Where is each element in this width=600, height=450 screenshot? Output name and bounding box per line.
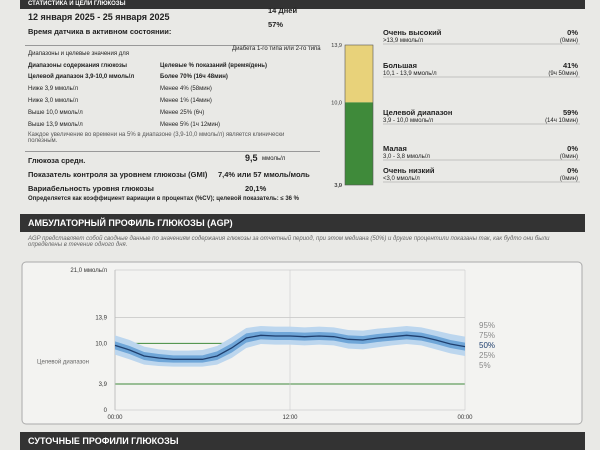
sensor-value: 57% (268, 20, 284, 29)
tir-threshold: 13,9 (331, 43, 342, 49)
table-cell: Менее 25% (6ч) (160, 110, 205, 116)
y-tick-label: 3,9 (99, 382, 108, 388)
tir-threshold: 3,0 (334, 183, 342, 189)
tir-name: Очень высокий (383, 28, 442, 37)
table-cell: Ниже 3,0 ммоль/л (28, 98, 78, 104)
table-cell: Выше 13,9 ммоль/л (28, 122, 83, 128)
y-tick-label: 13,9 (95, 315, 107, 321)
cv-note: Определяется как коэффициент вариации в … (28, 196, 300, 202)
tir-outline (344, 44, 374, 186)
column-header: Целевые % показаний (время/день) (160, 63, 267, 69)
section-title: СУТОЧНЫЕ ПРОФИЛИ ГЛЮКОЗЫ (28, 436, 179, 446)
x-tick-label: 12:00 (282, 415, 298, 421)
tir-threshold: 10,0 (331, 100, 342, 106)
percentile-label: 75% (479, 331, 495, 340)
percentile-label: 5% (479, 361, 491, 370)
table-cell: Менее 4% (58мин) (160, 86, 212, 92)
median-line (114, 334, 466, 360)
section-title: СТАТИСТИКА И ЦЕЛИ ГЛЮКОЗЫ (28, 1, 126, 7)
period: 12 января 2025 - 25 января 2025 (28, 12, 170, 22)
y-tick-label: 10,0 (95, 341, 107, 347)
target-label: Целевой диапазон (37, 358, 89, 365)
percentile-label: 95% (479, 321, 495, 330)
tir-range: 3,0 - 3,8 ммоль/л (383, 154, 430, 160)
tir-name: Целевой диапазон (383, 108, 453, 117)
sensor-label: Время датчика в активном состоянии: (28, 27, 172, 36)
band-25-75 (115, 331, 465, 363)
tir-duration: (0мин) (559, 154, 578, 160)
gmi-label: Показатель контроля за уровнем глюкозы (… (28, 170, 208, 179)
section-bar: СУТОЧНЫЕ ПРОФИЛИ ГЛЮКОЗЫ (20, 432, 585, 450)
tir-duration: (0мин) (559, 38, 578, 44)
table-cell: Целевой диапазон 3,9-10,0 ммоль/л (28, 74, 135, 80)
gmi-value: 7,4% или 57 ммоль/моль (218, 170, 310, 179)
cv-label: Вариабельность уровня глюкозы (28, 184, 154, 193)
tir-percent: 41% (562, 61, 578, 70)
x-tick-label: 00:00 (107, 415, 123, 421)
tir-duration: (14ч 10мин) (545, 118, 578, 124)
table-cell: Более 70% (16ч 48мин) (160, 74, 228, 80)
divider (25, 45, 320, 46)
table-cell: Менее 5% (1ч 12мин) (160, 122, 220, 128)
x-tick-label: 00:00 (457, 415, 473, 421)
targets-note: Каждое увеличение во времени на 5% в диа… (28, 132, 285, 144)
targets-caption-right: Диабета 1-го типа или 2-го типа (232, 46, 321, 52)
tir-percent: 0% (567, 28, 578, 37)
tir-range: >13,9 ммоль/л (383, 38, 424, 44)
top-bar: СТАТИСТИКА И ЦЕЛИ ГЛЮКОЗЫ (20, 0, 585, 9)
tir-range: 10,1 - 13,9 ммоль/л (383, 71, 437, 77)
tir-name: Очень низкий (383, 166, 435, 175)
divider (25, 151, 320, 152)
agp-description: AGP представляет собой сводные данные по… (28, 236, 550, 248)
mean-unit: ммоль/л (262, 156, 286, 162)
tir-duration: (9ч 50мин) (548, 71, 578, 77)
targets-caption: Диапазоны и целевые значения для (28, 51, 130, 57)
percentile-label: 50% (479, 341, 495, 350)
tir-duration: (0мин) (559, 176, 578, 182)
tir-name: Большая (383, 61, 417, 70)
tir-range: <3,0 ммоль/л (383, 176, 420, 182)
tir-segment (345, 102, 373, 185)
days: 14 Дней (268, 6, 298, 15)
tir-segment (345, 45, 373, 103)
mean-value: 9,5 (245, 153, 258, 163)
tir-percent: 59% (562, 108, 578, 117)
tir-percent: 0% (567, 144, 578, 153)
y-tick-label: 21,0 ммоль/л (70, 268, 107, 274)
y-tick-label: 0 (104, 408, 108, 414)
mean-label: Глюкоза средн. (28, 156, 86, 165)
table-cell: Менее 1% (14мин) (160, 98, 212, 104)
tir-percent: 0% (567, 166, 578, 175)
section-title: АМБУЛАТОРНЫЙ ПРОФИЛЬ ГЛЮКОЗЫ (AGP) (28, 218, 233, 228)
table-cell: Выше 10,0 ммоль/л (28, 110, 83, 116)
tir-range: 3,9 - 10,0 ммоль/л (383, 118, 434, 124)
percentile-label: 25% (479, 351, 495, 360)
column-header: Диапазоны содержания глюкозы (28, 63, 127, 69)
section-bar: АМБУЛАТОРНЫЙ ПРОФИЛЬ ГЛЮКОЗЫ (AGP) (20, 214, 585, 232)
tir-threshold: 3,9 (334, 183, 342, 189)
tir-name: Малая (383, 144, 407, 153)
cv-value: 20,1% (245, 184, 267, 193)
table-cell: Ниже 3,9 ммоль/л (28, 86, 78, 92)
